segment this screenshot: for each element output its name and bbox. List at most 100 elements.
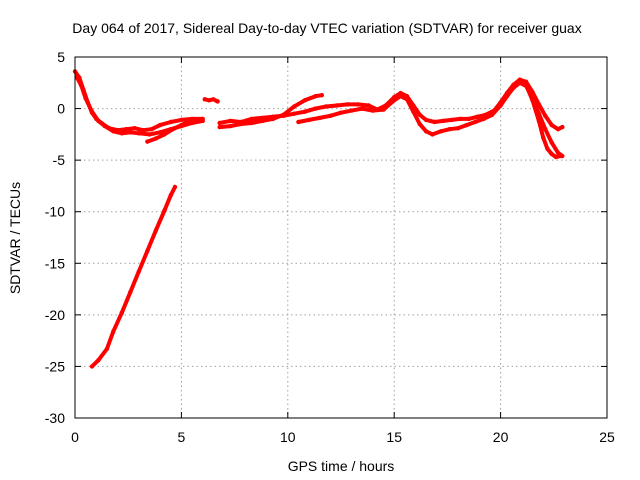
- x-tick-label: 5: [178, 429, 186, 445]
- data-point: [549, 140, 554, 145]
- data-point: [398, 90, 403, 96]
- y-tick-label: -25: [45, 358, 65, 374]
- data-point: [549, 151, 554, 157]
- data-point: [89, 364, 95, 369]
- data-point: [553, 154, 559, 160]
- data-point: [317, 115, 322, 121]
- data-point: [136, 131, 141, 136]
- data-point: [432, 119, 437, 125]
- data-point: [504, 94, 510, 99]
- data-point: [338, 110, 344, 115]
- data-point: [560, 124, 565, 130]
- data-point: [455, 126, 461, 131]
- data-point: [313, 106, 318, 111]
- data-point: [366, 103, 371, 108]
- data-point: [211, 97, 216, 102]
- data-point: [481, 116, 486, 122]
- data-point: [111, 329, 116, 334]
- data-point: [417, 112, 422, 118]
- data-point: [187, 118, 193, 124]
- chart-title: Day 064 of 2017, Sidereal Day-to-day VTE…: [72, 20, 581, 36]
- data-point: [96, 358, 101, 363]
- data-point: [334, 103, 339, 108]
- data-point: [440, 118, 446, 124]
- data-point: [464, 122, 469, 128]
- data-point: [145, 139, 150, 144]
- data-point: [449, 117, 454, 123]
- data-point: [200, 118, 205, 124]
- data-point: [458, 116, 463, 122]
- data-point: [411, 109, 416, 114]
- data-point: [360, 106, 365, 111]
- data-point: [153, 228, 159, 233]
- data-point: [172, 184, 178, 190]
- data-point: [83, 96, 88, 101]
- data-point: [74, 75, 80, 80]
- data-point: [543, 113, 548, 119]
- data-point: [475, 114, 480, 120]
- data-point: [404, 97, 410, 102]
- data-point: [392, 98, 397, 103]
- y-tick-label: -20: [45, 307, 65, 323]
- data-point: [281, 112, 286, 118]
- x-tick-label: 20: [493, 429, 509, 445]
- data-point: [545, 146, 550, 151]
- data-point: [517, 77, 522, 82]
- data-point: [555, 127, 561, 132]
- y-axis-label: SDTVAR / TECUs: [7, 182, 23, 294]
- data-point: [170, 127, 176, 132]
- plot-frame: [74, 56, 608, 419]
- data-point: [217, 124, 222, 130]
- data-point: [423, 129, 429, 134]
- data-point: [549, 122, 554, 128]
- y-tick-labels: -30 -25 -20 -15 -10 -5 0 5: [45, 49, 65, 426]
- data-point: [511, 85, 516, 91]
- data-point: [111, 129, 116, 134]
- data-point: [517, 80, 522, 86]
- data-point: [228, 118, 233, 124]
- data-point: [140, 128, 146, 133]
- data-point: [136, 269, 141, 274]
- data-point: [292, 104, 297, 109]
- data-point: [202, 97, 207, 102]
- data-point: [270, 116, 276, 122]
- data-point: [423, 117, 429, 123]
- data-point: [206, 98, 212, 103]
- data-point: [430, 132, 435, 137]
- data-point: [302, 109, 307, 114]
- data-point: [555, 150, 561, 156]
- series-line: [73, 69, 205, 133]
- data-point: [128, 290, 133, 295]
- data-point: [472, 119, 478, 125]
- x-tick-label: 10: [280, 429, 296, 445]
- data-point: [79, 83, 84, 89]
- data-point: [323, 104, 329, 109]
- data-point: [153, 136, 159, 141]
- data-point: [558, 153, 563, 159]
- data-point: [119, 131, 125, 136]
- data-point: [355, 102, 361, 107]
- data-point: [296, 119, 301, 125]
- data-point: [157, 122, 163, 128]
- data-point: [541, 135, 546, 140]
- x-tick-label: 25: [599, 429, 615, 445]
- data-point: [215, 99, 220, 104]
- data-point: [119, 310, 125, 315]
- y-tick-label: 0: [57, 101, 65, 117]
- data-point: [168, 119, 173, 125]
- data-point: [168, 193, 173, 198]
- data-point: [145, 248, 150, 254]
- data-point: [238, 121, 244, 127]
- data-point: [217, 120, 222, 126]
- axis-ticks: [74, 56, 608, 419]
- data-point: [306, 117, 312, 123]
- data-point: [530, 98, 535, 103]
- x-tick-label: 15: [386, 429, 402, 445]
- data-point: [249, 116, 254, 122]
- data-point: [89, 109, 95, 114]
- data-point: [147, 132, 152, 137]
- y-tick-label: -5: [53, 152, 66, 168]
- data-point: [104, 346, 110, 352]
- data-point: [345, 102, 350, 107]
- data-point: [381, 107, 386, 112]
